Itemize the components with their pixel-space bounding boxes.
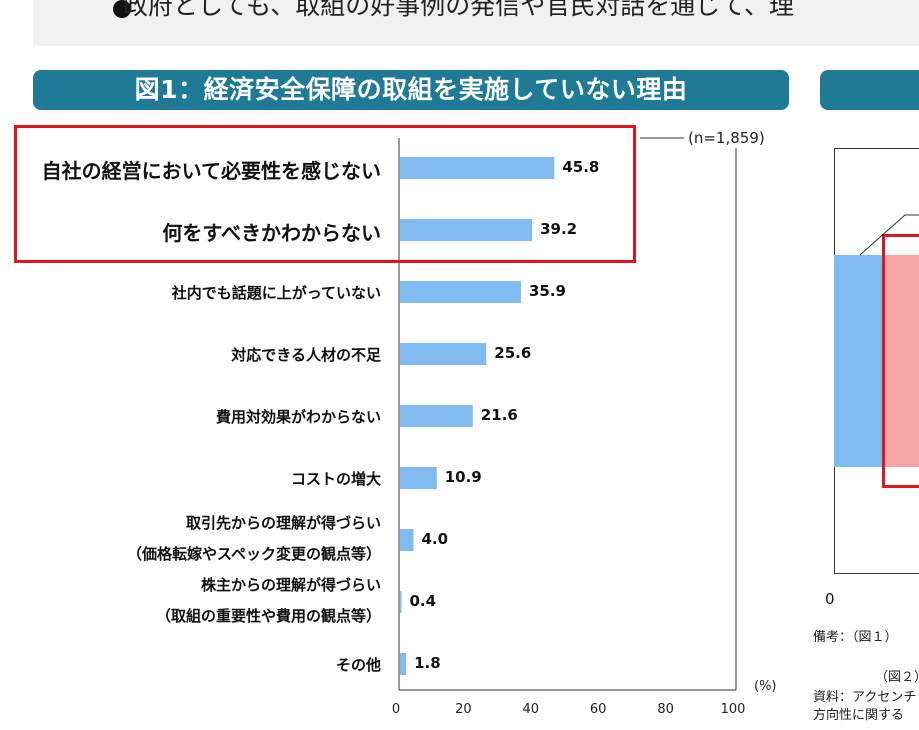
unit-label: (%) — [754, 679, 777, 694]
highlight-box — [14, 125, 636, 263]
figure2-source-2: 方向性に関する — [813, 708, 905, 723]
category-label-6-1: （価格転嫁やスペック変更の観点等） — [127, 545, 381, 563]
value-label-5: 10.9 — [444, 468, 482, 486]
bar-1 — [400, 219, 533, 241]
bar-3 — [400, 343, 487, 365]
x-tick-20: 20 — [455, 702, 472, 717]
x-tick-100: 100 — [720, 702, 746, 717]
x-tick-80: 80 — [657, 702, 674, 717]
x-tick-40: 40 — [522, 702, 540, 717]
value-label-7: 0.4 — [409, 592, 437, 610]
bar-8 — [400, 653, 407, 675]
value-label-3: 25.6 — [494, 344, 532, 362]
figure1-title: 図1：経済安全保障の取組を実施していない理由 — [33, 70, 789, 110]
category-label-4: 費用対効果がわからない — [215, 408, 381, 426]
bar-7 — [400, 591, 402, 613]
category-label-2: 社内でも話題に上がっていない — [171, 284, 381, 302]
bar-2 — [400, 281, 521, 303]
category-label-0: 自社の経営において必要性を感じない — [41, 159, 381, 183]
figure2-note-1: 備考：（図１） — [813, 630, 898, 645]
value-label-8: 1.8 — [414, 654, 441, 672]
figure2-note-2: （図２） — [875, 670, 919, 685]
value-label-4: 21.6 — [480, 406, 518, 424]
bar-0 — [400, 157, 555, 179]
category-label-3: 対応できる人材の不足 — [231, 346, 381, 364]
category-label-7-1: （取組の重要性や費用の観点等） — [155, 607, 381, 625]
value-label-2: 35.9 — [528, 282, 566, 300]
top-text-band — [33, 0, 919, 46]
category-label-1: 何をすべきかわからない — [162, 221, 381, 245]
category-label-8: その他 — [335, 656, 381, 674]
x-tick-60: 60 — [589, 702, 607, 717]
bullet-icon — [113, 0, 131, 18]
category-label-7-0: 株主からの理解が得づらい — [200, 576, 381, 594]
bar-5 — [400, 467, 437, 489]
bar-4 — [400, 405, 473, 427]
value-label-0: 45.8 — [562, 158, 600, 176]
category-label-6-0: 取引先からの理解が得づらい — [185, 514, 381, 532]
sample-size-label: (n=1,859) — [688, 129, 765, 147]
x-tick-0: 0 — [391, 702, 401, 717]
value-label-1: 39.2 — [540, 220, 578, 238]
figure2-blue-bar — [834, 255, 884, 467]
value-label-6: 4.0 — [421, 530, 449, 548]
figure2-source: 資料：アクセンチ — [813, 690, 917, 705]
figure2-zero-tick: 0 — [825, 590, 835, 608]
figure2-pink-bar — [884, 255, 919, 467]
bar-6 — [400, 529, 414, 551]
figure2-highlight-box — [882, 234, 919, 488]
category-label-5: コストの増大 — [290, 470, 381, 488]
figure2-title-bar — [820, 70, 919, 110]
top-text: 政府としても、取組の好事例の発信や官民対話を通じて、理 — [123, 0, 795, 20]
